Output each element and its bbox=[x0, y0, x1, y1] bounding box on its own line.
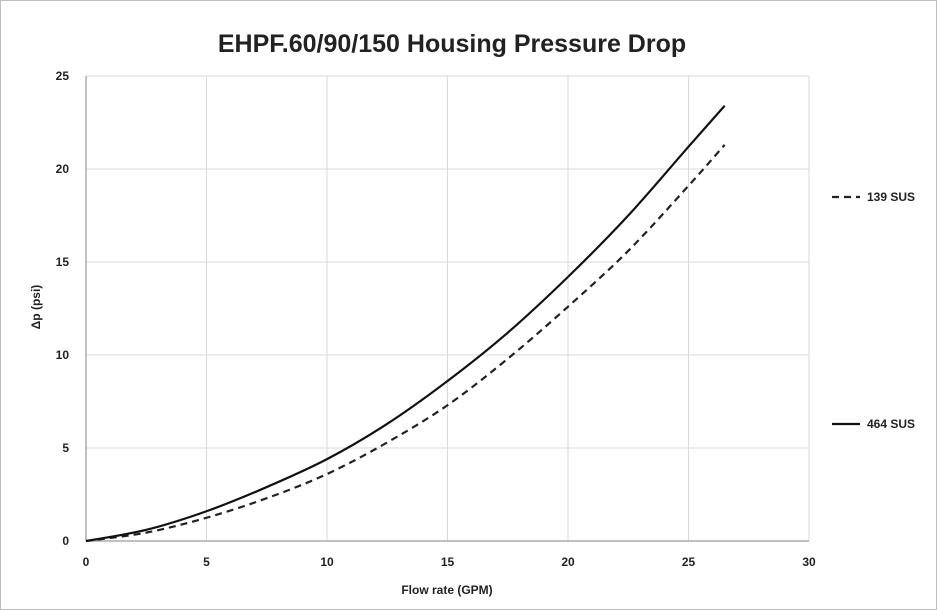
x-tick-label: 25 bbox=[682, 555, 696, 569]
y-axis-label: Δp (psi) bbox=[29, 285, 43, 330]
legend-label: 139 SUS bbox=[867, 190, 915, 204]
y-tick-label: 20 bbox=[56, 162, 70, 176]
chart-title: EHPF.60/90/150 Housing Pressure Drop bbox=[218, 30, 686, 58]
series-line-464-sus bbox=[85, 105, 726, 543]
legend-label: 464 SUS bbox=[867, 417, 915, 431]
x-tick-label: 20 bbox=[561, 555, 575, 569]
x-axis-label: Flow rate (GPM) bbox=[401, 583, 492, 597]
y-tick-label: 5 bbox=[62, 441, 69, 455]
y-tick-labels: 0 5 10 15 20 25 bbox=[56, 69, 70, 548]
y-tick-label: 15 bbox=[56, 255, 70, 269]
x-tick-label: 10 bbox=[320, 555, 334, 569]
grid bbox=[85, 75, 810, 542]
axes bbox=[85, 76, 809, 542]
y-tick-label: 25 bbox=[56, 69, 70, 83]
x-tick-labels: 0 5 10 15 20 25 30 bbox=[83, 555, 816, 569]
x-tick-label: 15 bbox=[441, 555, 455, 569]
x-tick-label: 0 bbox=[83, 555, 90, 569]
y-tick-label: 10 bbox=[56, 348, 70, 362]
x-tick-label: 5 bbox=[203, 555, 210, 569]
series-line-139-sus bbox=[85, 144, 726, 543]
x-tick-label: 30 bbox=[802, 555, 816, 569]
y-tick-label: 0 bbox=[62, 534, 69, 548]
legend: 139 SUS 464 SUS bbox=[832, 190, 915, 431]
series-lines bbox=[85, 105, 726, 543]
